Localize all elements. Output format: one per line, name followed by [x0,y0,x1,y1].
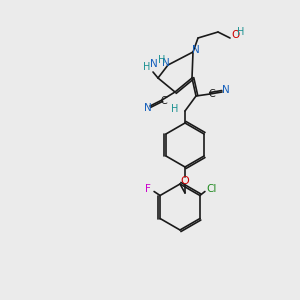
Text: H: H [143,62,151,72]
Text: H: H [237,27,245,37]
Text: N: N [162,58,170,68]
Text: C: C [160,96,167,106]
Text: N: N [222,85,230,95]
Text: N: N [144,103,152,113]
Text: C: C [208,89,215,99]
Text: H: H [158,55,166,65]
Text: O: O [181,176,189,186]
Text: O: O [231,30,239,40]
Text: N: N [150,59,158,69]
Text: F: F [145,184,151,194]
Text: Cl: Cl [207,184,217,194]
Text: N: N [192,45,200,55]
Text: H: H [171,104,179,114]
